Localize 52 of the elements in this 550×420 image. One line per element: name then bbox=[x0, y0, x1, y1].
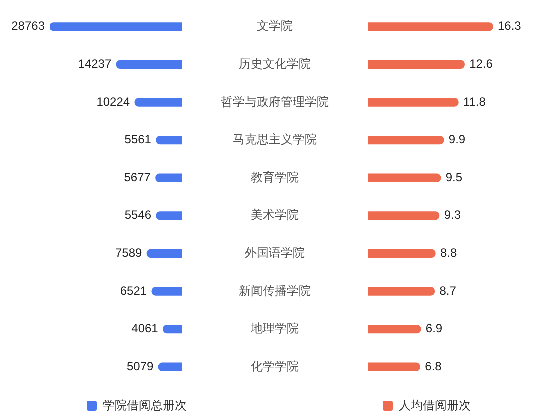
bar bbox=[368, 249, 436, 258]
data-label: 6.8 bbox=[425, 359, 442, 374]
data-label: 7589 bbox=[115, 246, 142, 260]
bar bbox=[368, 324, 422, 334]
data-label: 12.6 bbox=[470, 57, 494, 72]
data-label: 9.5 bbox=[446, 170, 463, 184]
y-tick-label: 文学院 bbox=[257, 19, 293, 34]
bar bbox=[368, 98, 459, 107]
legend-label: 人均借阅册次 bbox=[399, 398, 471, 412]
data-label: 5546 bbox=[124, 208, 152, 222]
data-label: 5561 bbox=[124, 132, 152, 147]
bar bbox=[134, 98, 182, 107]
data-label: 11.8 bbox=[463, 94, 486, 109]
bar bbox=[368, 362, 420, 372]
bar bbox=[156, 174, 182, 182]
data-label: 6521 bbox=[120, 284, 148, 298]
data-label: 16.3 bbox=[498, 19, 522, 34]
bar bbox=[368, 22, 493, 32]
y-tick-label: 历史文化学院 bbox=[239, 57, 311, 72]
y-tick-label: 外国语学院 bbox=[245, 246, 305, 260]
data-label: 5677 bbox=[124, 170, 152, 184]
bar bbox=[156, 136, 182, 145]
y-tick-label: 美术学院 bbox=[251, 208, 299, 222]
y-tick-label: 化学学院 bbox=[251, 359, 299, 374]
y-tick-label: 新闻传播学院 bbox=[239, 284, 311, 298]
bar bbox=[50, 22, 182, 32]
bar bbox=[156, 212, 182, 220]
data-label: 28763 bbox=[12, 19, 46, 34]
bar bbox=[368, 136, 444, 145]
bar bbox=[146, 249, 182, 258]
y-tick-label: 地理学院 bbox=[250, 322, 299, 336]
bar bbox=[116, 60, 182, 70]
legend-label: 学院借阅总册次 bbox=[103, 398, 187, 412]
bar bbox=[152, 287, 182, 296]
bar bbox=[368, 174, 442, 182]
y-tick-label: 哲学与政府管理学院 bbox=[221, 94, 329, 109]
data-label: 6.9 bbox=[426, 322, 443, 336]
data-label: 4061 bbox=[132, 322, 159, 336]
y-tick-label: 马克思主义学院 bbox=[233, 132, 317, 147]
bar bbox=[163, 324, 182, 334]
data-label: 14237 bbox=[78, 57, 112, 72]
bar bbox=[368, 212, 440, 220]
data-label: 9.3 bbox=[444, 208, 462, 222]
data-label: 9.9 bbox=[448, 132, 466, 147]
data-label: 10224 bbox=[96, 94, 130, 109]
bar bbox=[158, 362, 182, 372]
y-tick-label: 教育学院 bbox=[251, 170, 299, 184]
data-label: 8.8 bbox=[440, 246, 458, 260]
bar bbox=[368, 287, 436, 296]
bar bbox=[368, 60, 465, 70]
data-label: 8.7 bbox=[440, 284, 457, 298]
data-label: 5079 bbox=[126, 359, 154, 374]
